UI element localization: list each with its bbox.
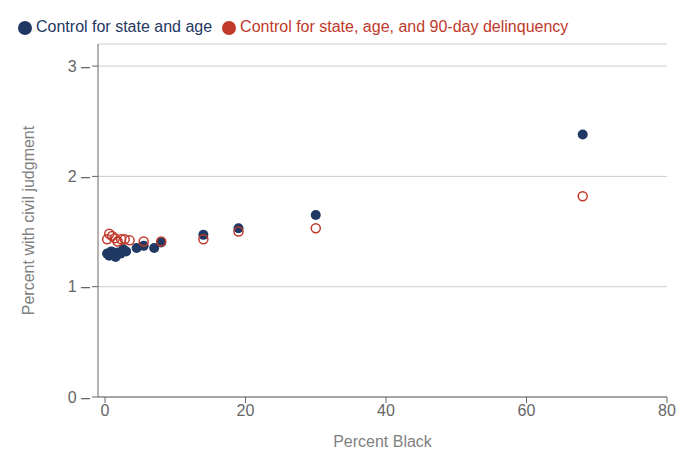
svg-text:60: 60 bbox=[518, 402, 536, 419]
svg-text:2 –: 2 – bbox=[68, 168, 90, 185]
svg-text:0: 0 bbox=[101, 402, 110, 419]
svg-text:40: 40 bbox=[377, 402, 395, 419]
svg-text:1 –: 1 – bbox=[68, 278, 90, 295]
svg-text:3 –: 3 – bbox=[68, 58, 90, 75]
svg-text:Percent Black: Percent Black bbox=[333, 433, 433, 450]
svg-text:0 –: 0 – bbox=[68, 389, 90, 406]
html-text:Control for state and age: Control for state and age bbox=[36, 18, 213, 35]
svg-text:20: 20 bbox=[237, 402, 255, 419]
html-text:Control for state, age, and 90: Control for state, age, and 90-day delin… bbox=[240, 18, 569, 35]
svg-text:Percent with civil judgment: Percent with civil judgment bbox=[20, 125, 37, 315]
svg-text:80: 80 bbox=[658, 402, 676, 419]
